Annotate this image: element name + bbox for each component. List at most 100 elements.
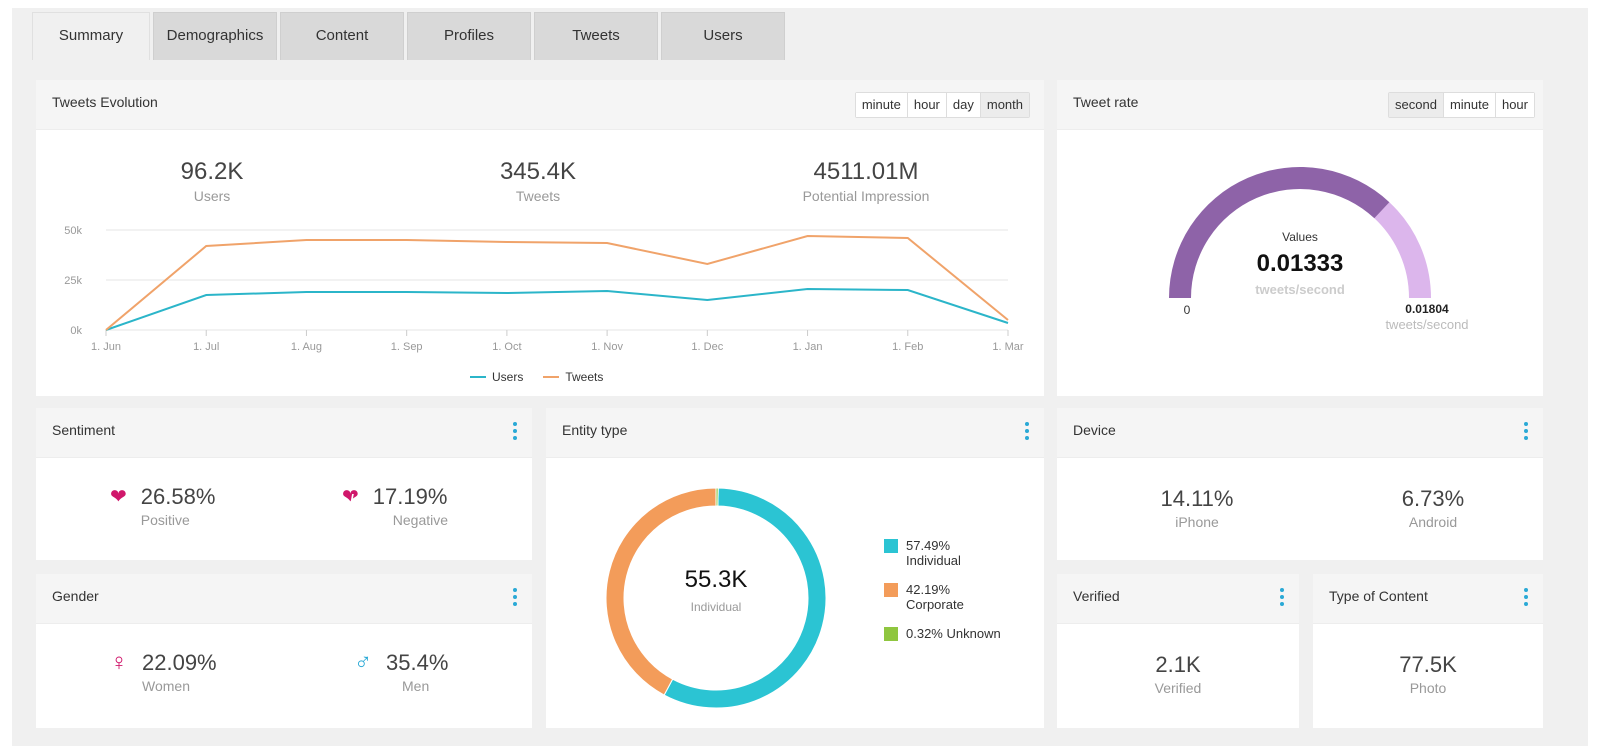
verified-label: Verified <box>1154 680 1202 696</box>
legend-corporate-swatch <box>884 583 898 597</box>
gender-title: Gender <box>52 588 99 604</box>
sentiment-title: Sentiment <box>52 422 116 438</box>
entity-type-menu-button[interactable] <box>1022 422 1032 444</box>
legend-users-label: Users <box>492 370 524 384</box>
tweets-evolution-card: Tweets Evolution minute hour day month 9… <box>36 80 1044 396</box>
men-stat: ♂ 35.4% Men <box>354 650 449 695</box>
y-tick-label: 25k <box>64 275 82 287</box>
tweet-rate-gauge <box>1169 167 1431 298</box>
legend-users[interactable]: Users <box>470 370 523 384</box>
x-tick-label: 1. Jun <box>91 341 121 353</box>
impression-stat-value: 4511.01M <box>813 158 919 185</box>
gender-menu-button[interactable] <box>510 588 520 610</box>
legend-individual-swatch <box>884 539 898 553</box>
type-of-content-header: Type of Content <box>1313 574 1543 624</box>
tweets-stat: 345.4K Tweets <box>478 158 598 204</box>
women-value: 22.09% <box>142 650 217 675</box>
impression-stat: 4511.01M Potential Impression <box>776 158 956 204</box>
donut-slice-unknown[interactable] <box>715 487 719 507</box>
gauge-max-label: 0.01804 <box>1405 302 1449 316</box>
entity-type-header: Entity type <box>546 408 1044 458</box>
verified-header: Verified <box>1057 574 1299 624</box>
granularity-selector: minute hour day month <box>854 92 1030 118</box>
series-line-users[interactable] <box>105 287 1009 331</box>
device-title: Device <box>1073 422 1116 438</box>
entity-type-legend: 57.49% Individual 42.19% Corporate 0.32%… <box>884 538 1001 655</box>
female-icon: ♀ <box>110 649 128 676</box>
tweets-stat-value: 345.4K <box>499 158 577 185</box>
granularity-minute-button[interactable]: minute <box>855 93 907 117</box>
users-stat: 96.2K Users <box>152 158 272 204</box>
verified-card: Verified 2.1K Verified <box>1057 574 1299 728</box>
x-tick-label: 1. Mar <box>992 341 1024 353</box>
rate-second-button[interactable]: second <box>1389 93 1443 117</box>
granularity-hour-button[interactable]: hour <box>906 93 946 117</box>
tweets-stat-label: Tweets <box>515 188 561 204</box>
negative-stat: ❤/ 17.19% Negative <box>342 484 448 528</box>
gauge-value-unit: tweets/second <box>1255 282 1345 297</box>
gauge-max-unit: tweets/second <box>1385 317 1469 332</box>
positive-label: Positive <box>140 512 190 528</box>
gauge-track <box>1374 202 1431 298</box>
x-tick-label: 1. Jul <box>193 341 219 353</box>
tab-content[interactable]: Content <box>280 12 404 60</box>
tab-tweets[interactable]: Tweets <box>534 12 658 60</box>
dashboard-frame: Summary Demographics Content Profiles Tw… <box>12 8 1588 746</box>
tab-profiles[interactable]: Profiles <box>407 12 531 60</box>
users-stat-label: Users <box>193 188 231 204</box>
legend-unknown-name: Unknown <box>946 626 1001 641</box>
granularity-day-button[interactable]: day <box>945 93 980 117</box>
x-tick-label: 1. Oct <box>492 341 521 353</box>
type-of-content-menu-button[interactable] <box>1521 588 1531 610</box>
women-label: Women <box>142 678 190 694</box>
women-stat: ♀ 22.09% Women <box>110 649 217 695</box>
android-label: Android <box>1408 514 1458 530</box>
legend-individual-pct: 57.49% <box>906 538 951 553</box>
rate-unit-selector: second minute hour <box>1388 92 1535 118</box>
iphone-label: iPhone <box>1175 514 1219 530</box>
negative-label: Negative <box>392 512 449 528</box>
legend-tweets[interactable]: Tweets <box>543 370 603 384</box>
users-stat-value: 96.2K <box>180 158 244 185</box>
legend-unknown[interactable]: 0.32% Unknown <box>884 626 1001 641</box>
sentiment-header: Sentiment <box>36 408 532 458</box>
legend-individual[interactable]: 57.49% Individual <box>884 538 1001 568</box>
legend-individual-name: Individual <box>906 553 961 568</box>
tab-users[interactable]: Users <box>661 12 785 60</box>
tweet-rate-card: Tweet rate second minute hour Values 0.0… <box>1057 80 1543 396</box>
donut-center-label: Individual <box>690 600 742 614</box>
verified-menu-button[interactable] <box>1277 588 1287 610</box>
rate-hour-button[interactable]: hour <box>1494 93 1534 117</box>
x-tick-label: 1. Aug <box>291 341 322 353</box>
tweet-rate-title: Tweet rate <box>1073 94 1139 110</box>
sentiment-menu-button[interactable] <box>510 422 520 444</box>
men-label: Men <box>402 678 430 694</box>
legend-users-swatch <box>470 376 486 378</box>
legend-tweets-swatch <box>543 376 560 378</box>
rate-minute-button[interactable]: minute <box>1442 93 1495 117</box>
positive-value: 26.58% <box>140 484 216 509</box>
legend-corporate[interactable]: 42.19% Corporate <box>884 582 1001 612</box>
gauge-min-label: 0 <box>1183 303 1191 317</box>
men-value: 35.4% <box>386 650 449 675</box>
granularity-month-button[interactable]: month <box>979 93 1029 117</box>
x-tick-label: 1. Jan <box>793 341 823 353</box>
iphone-value: 14.11% <box>1160 486 1234 511</box>
android-stat: 6.73% Android <box>1373 486 1493 530</box>
tab-summary[interactable]: Summary <box>32 12 150 60</box>
series-line-tweets[interactable] <box>105 234 1009 331</box>
legend-unknown-swatch <box>884 627 898 641</box>
y-tick-label: 0k <box>70 325 82 337</box>
sentiment-card: Sentiment ❤ 26.58% Positive ❤/ 17.19% Ne… <box>36 408 532 560</box>
legend-unknown-pct: 0.32% <box>906 626 943 641</box>
entity-type-donut <box>605 487 827 709</box>
gauge-fill <box>1169 167 1390 298</box>
verified-value: 2.1K <box>1155 652 1201 677</box>
donut-center-value: 55.3K <box>684 566 748 593</box>
donut-slice-individual[interactable] <box>663 487 827 709</box>
android-value: 6.73% <box>1401 486 1465 511</box>
device-menu-button[interactable] <box>1521 422 1531 444</box>
tab-demographics[interactable]: Demographics <box>153 12 277 60</box>
line-chart-legend: Users Tweets <box>470 370 603 384</box>
gender-header: Gender <box>36 574 532 624</box>
